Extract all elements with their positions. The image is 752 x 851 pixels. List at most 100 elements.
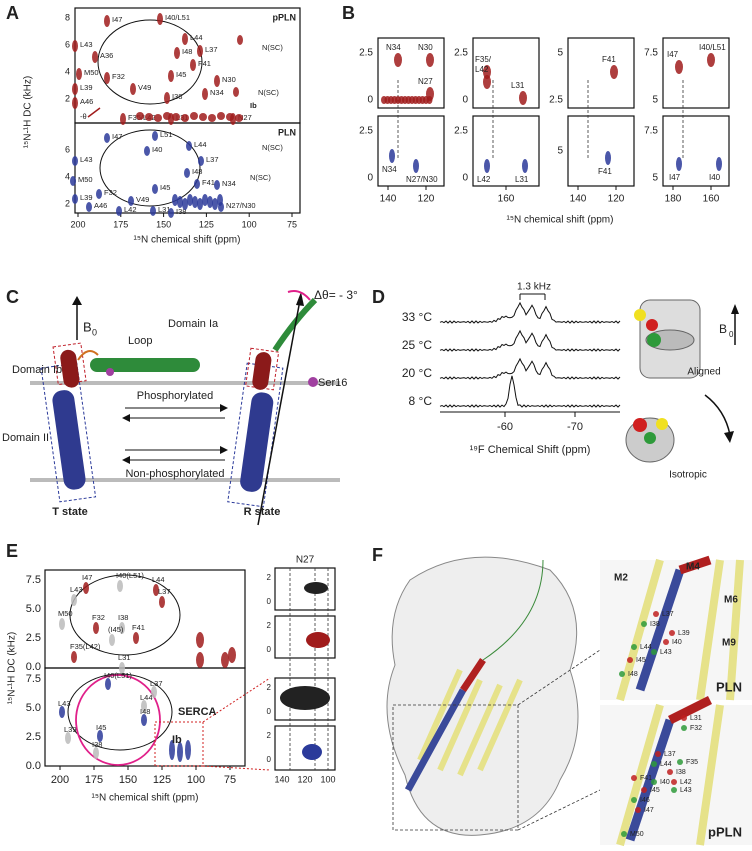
y-tick-label: 2 [267,683,272,692]
inset-title: N27 [296,555,315,566]
peak [217,112,225,120]
peak [214,180,220,190]
field-label: 0 [92,327,97,337]
peak-label: I47 [112,15,122,24]
panel-c-drawing [30,290,340,526]
x-tick-label: 140 [570,194,587,205]
peak-label: -θ [80,112,87,121]
peak [619,671,625,677]
peak [605,151,611,165]
peak [202,88,208,100]
peak [151,686,157,698]
peak-label: L44 [194,140,207,149]
x-tick-label: 150 [119,774,137,786]
y-tick-label: 5.0 [26,702,41,714]
y-tick-label: 2.5 [26,731,41,743]
peak [105,678,111,690]
peak [677,759,683,765]
peak-label: Ib [250,101,257,110]
y-tick-label: 2 [267,621,272,630]
residue-label: F35 [686,759,698,766]
peak-label: N34 [386,43,401,52]
peak-label: F35/ [475,55,492,64]
peak-label: I47 [82,573,92,582]
y-tick-label: 5.0 [26,603,41,615]
peak-label: F41 [198,59,211,68]
peak [653,611,659,617]
peak [226,113,234,121]
y-tick-label: 2.5 [454,126,468,137]
y-tick-label: 6 [65,39,70,49]
peak [168,70,174,82]
residue-label: L42 [680,779,692,786]
y-tick-label: 0 [367,173,373,184]
peak-label: I48 [192,167,202,176]
peak-label: L43 [80,155,93,164]
peak [141,700,147,712]
peak-label: A36 [100,51,113,60]
x-tick-label: 160 [703,194,720,205]
x-tick-label: 175 [85,774,103,786]
peak [86,202,92,212]
peak [117,580,123,592]
peak-label: L42 [475,65,489,74]
peak [72,194,78,204]
peak-label: L39 [80,83,93,92]
peak-label: L43 [58,699,71,708]
y-tick-label: 2.5 [359,126,373,137]
residue-label: I46 [640,797,650,804]
peak [120,113,126,125]
label: Domain II [2,432,49,444]
residue-label: I47 [644,807,654,814]
residue-label: L31 [690,715,702,722]
y-tick-label: 7.5 [644,126,658,137]
peak [716,157,722,171]
peak [119,622,125,634]
panel-letter: E [6,541,18,561]
peak [707,53,715,67]
y-tick-label: 2 [65,93,70,103]
x-tick-label: 150 [156,219,171,229]
peak [177,742,183,762]
peak [237,35,243,45]
spectrum [439,329,621,352]
peak [65,732,71,744]
spectrum [439,357,621,380]
y-tick-label: 2 [267,731,272,740]
label: Aligned [687,367,720,378]
peak [631,644,637,650]
y-tick-label: 5 [652,95,658,106]
peak-label: L51 [160,130,173,139]
peak [153,584,159,596]
panel-letter: B [342,3,355,23]
peak [59,618,65,630]
peak-label: L31 [118,653,131,662]
peak [631,797,637,803]
peak-label: L31 [515,175,529,184]
peak [610,65,618,79]
peak [681,725,687,731]
helix-label: M6 [724,595,738,606]
y-tick-label: 0 [367,95,373,106]
peak-label: I40/L51 [699,43,726,52]
peak-label: N34 [382,165,397,174]
peak [71,651,77,663]
peak [152,131,158,141]
peak [104,72,110,84]
peak [192,196,198,208]
peak [177,196,183,208]
temperature-label: 33 °C [402,310,432,324]
peak-label: I38 [176,207,186,216]
temperature-label: 25 °C [402,338,432,352]
peak [104,133,110,143]
peak-label: I40(L51) [116,571,144,580]
y-tick-label: 2.5 [454,48,468,59]
peak [133,632,139,644]
peak-label: L31 [158,205,171,214]
peak [93,622,99,634]
residue-label: L37 [664,751,676,758]
peak [675,60,683,74]
residue-label: I45 [650,787,660,794]
peak [93,747,99,759]
peak [214,75,220,87]
